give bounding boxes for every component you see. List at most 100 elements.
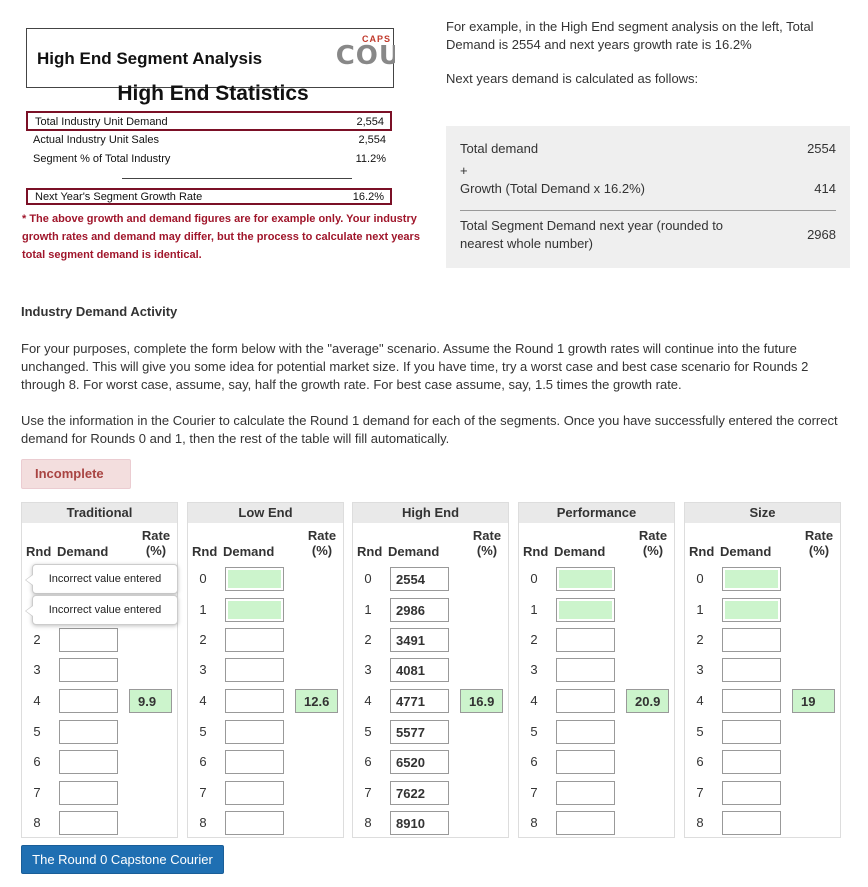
demand-input[interactable]: [722, 689, 781, 713]
round-number: 6: [33, 754, 41, 769]
demand-input[interactable]: [390, 750, 449, 774]
demand-input[interactable]: [59, 781, 118, 805]
round-number: 5: [696, 724, 704, 739]
demand-input[interactable]: [722, 567, 781, 591]
demand-input[interactable]: [556, 628, 615, 652]
round-number: 4: [530, 693, 538, 708]
table-row: 5: [519, 717, 674, 747]
demand-input[interactable]: [225, 658, 284, 682]
round-number: 1: [696, 602, 704, 617]
demand-input[interactable]: [556, 811, 615, 835]
demand-input[interactable]: [390, 781, 449, 805]
demand-input[interactable]: [722, 750, 781, 774]
stat-label: Total Industry Unit Demand: [35, 116, 168, 128]
table-row: 4: [22, 686, 177, 716]
round-number: 8: [696, 815, 704, 830]
demand-input[interactable]: [59, 658, 118, 682]
segment-table-traditional: Traditional Rnd Demand Rate (%) 0Incorrect v…: [21, 502, 178, 838]
demand-input[interactable]: [722, 720, 781, 744]
demand-input[interactable]: [556, 750, 615, 774]
round-number: 7: [364, 785, 372, 800]
segment-table-size: Size Rnd Demand Rate (%) 0 1 2 3 4 5 6 7 8: [684, 502, 841, 838]
table-row: 0: [353, 564, 508, 594]
demand-input[interactable]: [722, 658, 781, 682]
demand-input[interactable]: [225, 720, 284, 744]
round-number: 1: [199, 602, 207, 617]
table-row: 4: [188, 686, 343, 716]
demand-input[interactable]: [225, 689, 284, 713]
table-row: 8: [353, 808, 508, 838]
table-row: 5: [22, 717, 177, 747]
demand-input[interactable]: [59, 750, 118, 774]
logo-caps-text: CAPS: [361, 34, 391, 44]
table-row: 2: [685, 625, 840, 655]
calc-divider: [460, 210, 836, 211]
demand-input[interactable]: [556, 567, 615, 591]
table-row: 5: [188, 717, 343, 747]
rate-input[interactable]: [792, 689, 835, 713]
demand-header: Demand: [57, 544, 109, 559]
round-number: 8: [364, 815, 372, 830]
round-number: 4: [33, 693, 41, 708]
section-title: Industry Demand Activity: [21, 304, 178, 319]
rate-input[interactable]: [626, 689, 669, 713]
demand-input[interactable]: [225, 750, 284, 774]
demand-input[interactable]: [225, 628, 284, 652]
round-number: 2: [33, 632, 41, 647]
demand-input[interactable]: [390, 567, 449, 591]
demand-input[interactable]: [390, 811, 449, 835]
demand-input[interactable]: [556, 658, 615, 682]
rate-input[interactable]: [295, 689, 338, 713]
demand-input[interactable]: [556, 598, 615, 622]
demand-input[interactable]: [59, 811, 118, 835]
segment-name: Traditional: [22, 503, 177, 523]
courier-button[interactable]: The Round 0 Capstone Courier: [21, 845, 224, 874]
demand-input[interactable]: [225, 811, 284, 835]
demand-input[interactable]: [390, 628, 449, 652]
round-number: 1: [364, 602, 372, 617]
table-row: 0: [685, 564, 840, 594]
demand-input[interactable]: [59, 689, 118, 713]
table-row: 2: [22, 625, 177, 655]
segment-name: Size: [685, 503, 840, 523]
stat-value: 2,554: [356, 116, 384, 128]
demand-input[interactable]: [722, 781, 781, 805]
table-row: 1: [353, 595, 508, 625]
column-headers: Rnd Demand Rate (%): [519, 523, 674, 565]
demand-input[interactable]: [556, 781, 615, 805]
round-number: 0: [696, 571, 704, 586]
demand-input[interactable]: [390, 658, 449, 682]
table-row: 2: [519, 625, 674, 655]
demand-input[interactable]: [722, 628, 781, 652]
demand-input[interactable]: [225, 598, 284, 622]
round-number: 4: [199, 693, 207, 708]
table-row: 8: [519, 808, 674, 838]
demand-input[interactable]: [556, 689, 615, 713]
rate-input[interactable]: [460, 689, 503, 713]
demand-input[interactable]: [722, 811, 781, 835]
round-number: 0: [199, 571, 207, 586]
rate-input[interactable]: [129, 689, 172, 713]
calc-growth-label: Growth (Total Demand x 16.2%): [460, 181, 645, 196]
demand-input[interactable]: [390, 720, 449, 744]
round-number: 2: [199, 632, 207, 647]
table-row: 4: [353, 686, 508, 716]
instructions-para-2: Use the information in the Courier to ca…: [21, 413, 838, 446]
round-number: 5: [33, 724, 41, 739]
demand-input[interactable]: [59, 720, 118, 744]
demand-input[interactable]: [225, 567, 284, 591]
demand-input[interactable]: [390, 689, 449, 713]
demand-input[interactable]: [225, 781, 284, 805]
stat-value: 16.2%: [352, 191, 384, 203]
example-figure: High End Segment Analysis CAPS COU High …: [22, 20, 420, 270]
round-number: 3: [33, 662, 41, 677]
explanation-text: For example, in the High End segment ana…: [446, 18, 846, 104]
demand-input[interactable]: [722, 598, 781, 622]
demand-header: Demand: [720, 544, 772, 559]
demand-input[interactable]: [59, 628, 118, 652]
round-number: 5: [364, 724, 372, 739]
round-number: 5: [199, 724, 207, 739]
logo-main-text: COU: [335, 41, 395, 71]
demand-input[interactable]: [556, 720, 615, 744]
demand-input[interactable]: [390, 598, 449, 622]
